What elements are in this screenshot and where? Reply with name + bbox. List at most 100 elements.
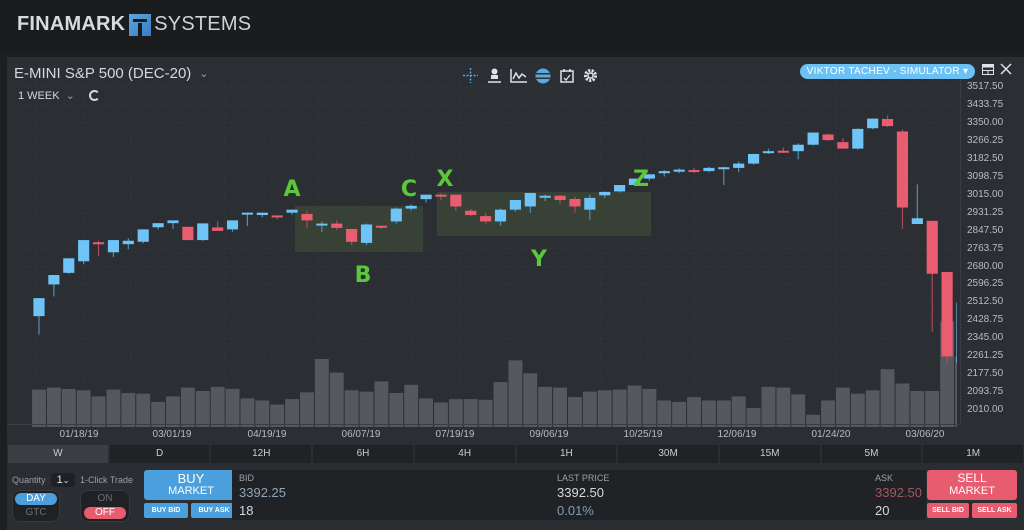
price-tick-label: 2177.50 bbox=[967, 368, 1004, 380]
price-tick-label: 2010.00 bbox=[967, 404, 1004, 416]
buy-market-button[interactable]: BUY MARKET bbox=[144, 470, 238, 500]
account-name: VIKTOR TACHEV - SIMULATOR bbox=[806, 66, 960, 77]
annotation-label-z: Z bbox=[633, 167, 649, 192]
price-tick-label: 3098.75 bbox=[967, 170, 1004, 182]
logo-mark-icon bbox=[129, 13, 152, 36]
window-controls bbox=[982, 62, 1012, 80]
buy-market-line1: BUY bbox=[177, 471, 205, 486]
app-header: FINAMARK SYSTEMS bbox=[0, 0, 1024, 52]
timeframe-1m[interactable]: 1M bbox=[923, 445, 1024, 463]
timeframe-15m[interactable]: 15M bbox=[719, 445, 820, 463]
price-tick-label: 2261.25 bbox=[967, 350, 1004, 362]
price-axis[interactable]: 3517.50 3433.75 3350.00 3266.25 3182.50 3098.… bbox=[960, 79, 1024, 424]
sell-market-button[interactable]: SELL MARKET bbox=[927, 470, 1017, 500]
buy-market-line2: MARKET bbox=[168, 485, 214, 497]
chevron-down-icon: ⌄ bbox=[62, 476, 70, 485]
toggle-off-option[interactable]: OFF bbox=[84, 507, 126, 519]
symbol-selector[interactable]: E-MINI S&P 500 (DEC-20) ⌄ bbox=[14, 65, 209, 82]
timeframe-d[interactable]: D bbox=[109, 445, 210, 463]
symbol-name: E-MINI S&P 500 (DEC-20) bbox=[14, 65, 192, 82]
refresh-icon[interactable] bbox=[88, 90, 100, 101]
gear-icon[interactable] bbox=[582, 67, 599, 84]
timeframe-w[interactable]: W bbox=[8, 445, 108, 463]
calendar-icon[interactable] bbox=[558, 67, 575, 84]
layers-icon[interactable] bbox=[534, 67, 551, 84]
toggle-on-option[interactable]: ON bbox=[97, 493, 113, 504]
period-selector[interactable]: 1 WEEK ⌄ bbox=[18, 89, 100, 102]
last-price-label: LAST PRICE bbox=[557, 473, 610, 483]
one-click-trade-label: 1-Click Trade bbox=[80, 475, 134, 485]
last-price: 3392.50 bbox=[557, 485, 604, 500]
change-percent: 0.01% bbox=[557, 503, 594, 518]
price-tick-label: 3350.00 bbox=[967, 116, 1004, 128]
sell-market-line2: MARKET bbox=[949, 485, 995, 497]
tif-day-option[interactable]: DAY bbox=[15, 493, 57, 505]
layout-icon[interactable] bbox=[982, 62, 994, 80]
timeframe-12h[interactable]: 12H bbox=[211, 445, 312, 463]
price-tick-label: 2931.25 bbox=[967, 206, 1004, 218]
ask-label: ASK bbox=[875, 473, 894, 483]
buy-bid-button[interactable]: BUY BID bbox=[144, 503, 188, 518]
chart-toolbar bbox=[462, 67, 599, 84]
buy-ask-button[interactable]: BUY ASK bbox=[191, 503, 237, 518]
tif-gtc-option[interactable]: GTC bbox=[25, 507, 47, 518]
one-click-trade-toggle: ON OFF bbox=[80, 490, 130, 522]
brand-name-left: FINAMARK bbox=[17, 13, 126, 35]
bid-label: BID bbox=[239, 473, 255, 483]
price-tick-label: 3433.75 bbox=[967, 98, 1004, 110]
crosshair-icon[interactable] bbox=[462, 67, 479, 84]
annotation-label-a: A bbox=[283, 177, 300, 202]
date-tick-label: 03/06/20 bbox=[905, 429, 945, 440]
period-label: 1 WEEK bbox=[18, 89, 60, 102]
order-entry-panel: Quantity 1⌄ 1-Click Trade DAY GTC ON OFF… bbox=[7, 467, 1024, 530]
price-tick-label: 3182.50 bbox=[967, 152, 1004, 164]
caret-down-icon: ▾ bbox=[963, 66, 969, 77]
annotation-label-c: C bbox=[401, 177, 417, 202]
quote-display: BID 3392.25 18 LAST PRICE 3392.50 0.01% … bbox=[232, 470, 926, 520]
price-tick-label: 2345.00 bbox=[967, 332, 1004, 344]
quantity-value: 1 bbox=[56, 474, 63, 486]
date-tick-label: 12/06/19 bbox=[717, 429, 757, 440]
price-tick-label: 3517.50 bbox=[967, 81, 1004, 92]
price-tick-label: 2596.25 bbox=[967, 278, 1004, 290]
date-tick-label: 09/06/19 bbox=[529, 429, 569, 440]
sell-ask-button[interactable]: SELL ASK bbox=[972, 503, 1017, 518]
sell-market-line1: SELL bbox=[957, 471, 987, 485]
timeframe-6h[interactable]: 6H bbox=[313, 445, 413, 463]
date-tick-label: 01/24/20 bbox=[811, 429, 851, 440]
sell-bid-button[interactable]: SELL BID bbox=[927, 503, 969, 518]
time-axis[interactable]: 01/18/19 03/01/19 04/19/19 06/07/19 07/19/19… bbox=[7, 424, 960, 444]
annotation-label-b: B bbox=[355, 263, 372, 288]
price-tick-label: 3266.25 bbox=[967, 134, 1004, 146]
indicator-icon[interactable] bbox=[510, 67, 527, 84]
timeframe-30m[interactable]: 30M bbox=[618, 445, 718, 463]
ask-price: 3392.50 bbox=[875, 485, 922, 500]
close-icon[interactable] bbox=[1000, 62, 1012, 80]
date-tick-label: 04/19/19 bbox=[247, 429, 287, 440]
price-tick-label: 2847.50 bbox=[967, 224, 1004, 236]
brand-name-right: SYSTEMS bbox=[154, 13, 252, 35]
timeframe-1h[interactable]: 1H bbox=[516, 445, 617, 463]
chevron-down-icon: ⌄ bbox=[65, 90, 75, 102]
date-tick-label: 01/18/19 bbox=[59, 429, 99, 440]
chevron-down-icon: ⌄ bbox=[199, 68, 209, 80]
price-tick-label: 2428.75 bbox=[967, 314, 1004, 326]
account-selector[interactable]: VIKTOR TACHEV - SIMULATOR ▾ bbox=[800, 64, 975, 79]
price-chart-canvas[interactable]: A B C X Y Z bbox=[15, 82, 957, 433]
price-tick-label: 2093.75 bbox=[967, 386, 1004, 398]
quantity-selector[interactable]: 1⌄ bbox=[51, 473, 75, 487]
bid-price: 3392.25 bbox=[239, 485, 286, 500]
date-tick-label: 03/01/19 bbox=[152, 429, 192, 440]
annotation-label-y: Y bbox=[530, 247, 548, 272]
marker-icon[interactable] bbox=[486, 67, 503, 84]
date-tick-label: 07/19/19 bbox=[435, 429, 475, 440]
timeframe-4h[interactable]: 4H bbox=[414, 445, 515, 463]
annotation-label-x: X bbox=[437, 167, 454, 192]
timeframe-bar: W D 12H 6H 4H 1H 30M 15M 5M 1M bbox=[7, 444, 1024, 464]
quantity-label: Quantity bbox=[12, 475, 46, 485]
date-tick-label: 06/07/19 bbox=[341, 429, 381, 440]
date-tick-label: 10/25/19 bbox=[623, 429, 663, 440]
timeframe-5m[interactable]: 5M bbox=[821, 445, 922, 463]
